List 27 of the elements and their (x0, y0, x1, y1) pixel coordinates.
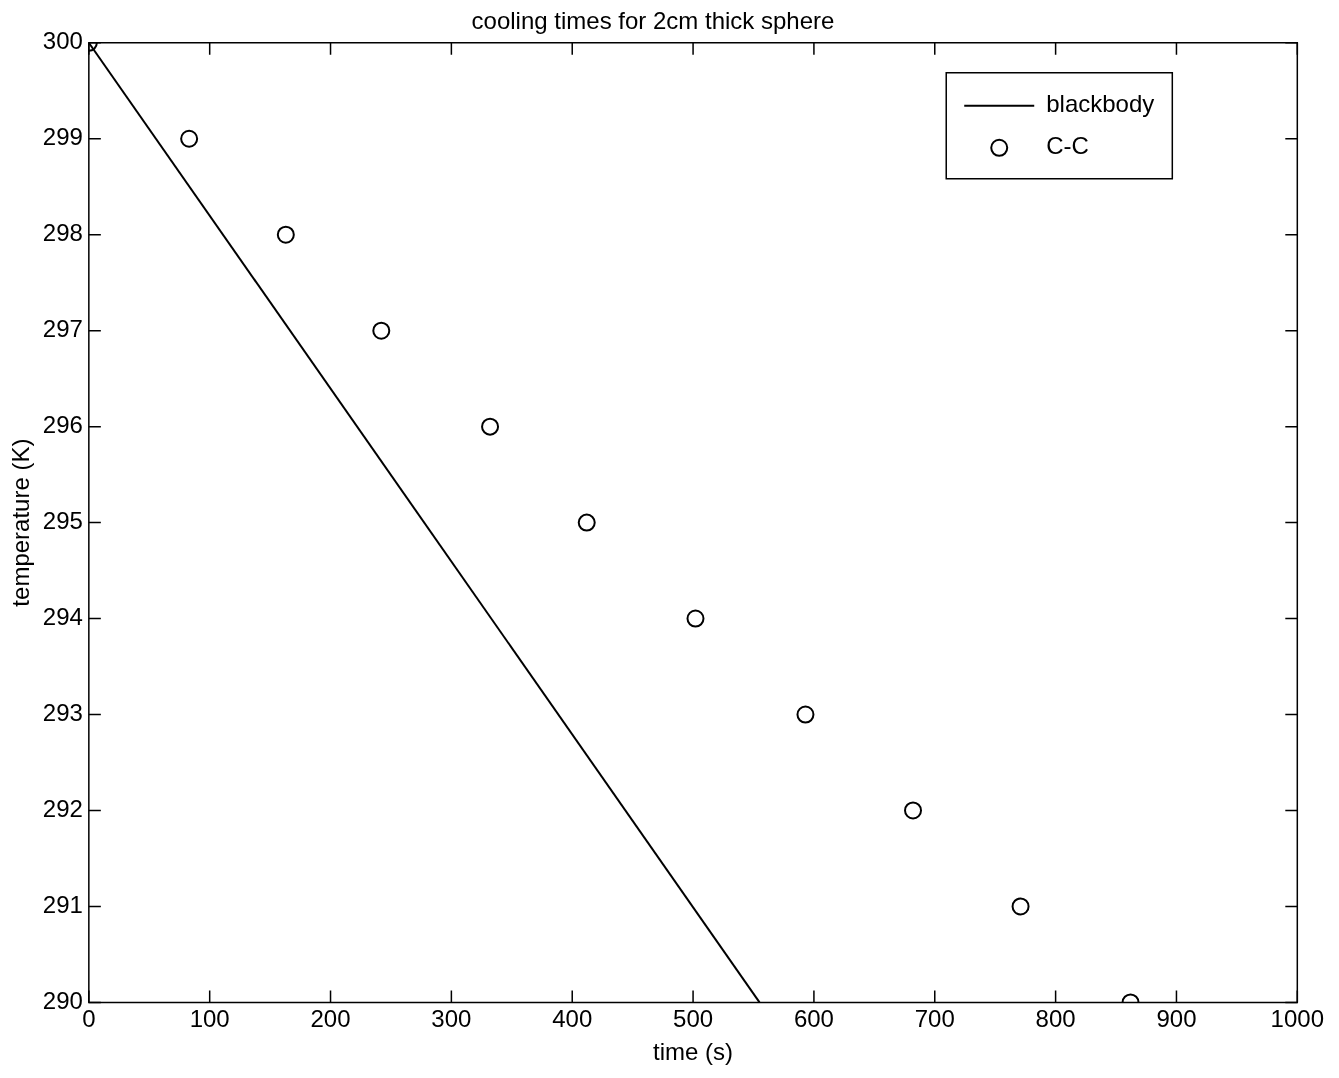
x-tick-label: 1000 (1270, 1005, 1324, 1033)
x-tick-label: 800 (1035, 1005, 1076, 1033)
x-tick-label: 0 (82, 1005, 96, 1033)
y-axis-title: temperature (K) (7, 438, 35, 607)
x-tick-label: 400 (552, 1005, 593, 1033)
x-tick-label: 600 (793, 1005, 834, 1033)
y-tick-label: 297 (42, 315, 83, 343)
y-tick-label: 298 (42, 219, 83, 247)
y-tick-label: 290 (42, 987, 83, 1015)
chart-title: cooling times for 2cm thick sphere (471, 7, 835, 35)
x-tick-label: 500 (673, 1005, 714, 1033)
legend-label: blackbody (1046, 90, 1155, 118)
x-tick-label: 200 (310, 1005, 351, 1033)
y-tick-label: 296 (42, 411, 83, 439)
y-tick-label: 291 (42, 891, 83, 919)
y-tick-label: 300 (42, 27, 83, 55)
x-tick-label: 300 (431, 1005, 472, 1033)
x-tick-label: 100 (189, 1005, 230, 1033)
y-tick-label: 295 (42, 507, 83, 535)
x-tick-label: 900 (1156, 1005, 1197, 1033)
y-tick-label: 294 (42, 603, 83, 631)
legend-label: C-C (1046, 132, 1089, 160)
x-tick-label: 700 (914, 1005, 955, 1033)
y-tick-label: 293 (42, 699, 83, 727)
y-tick-label: 292 (42, 795, 83, 823)
x-axis-title: time (s) (653, 1038, 734, 1066)
y-tick-label: 299 (42, 123, 83, 151)
